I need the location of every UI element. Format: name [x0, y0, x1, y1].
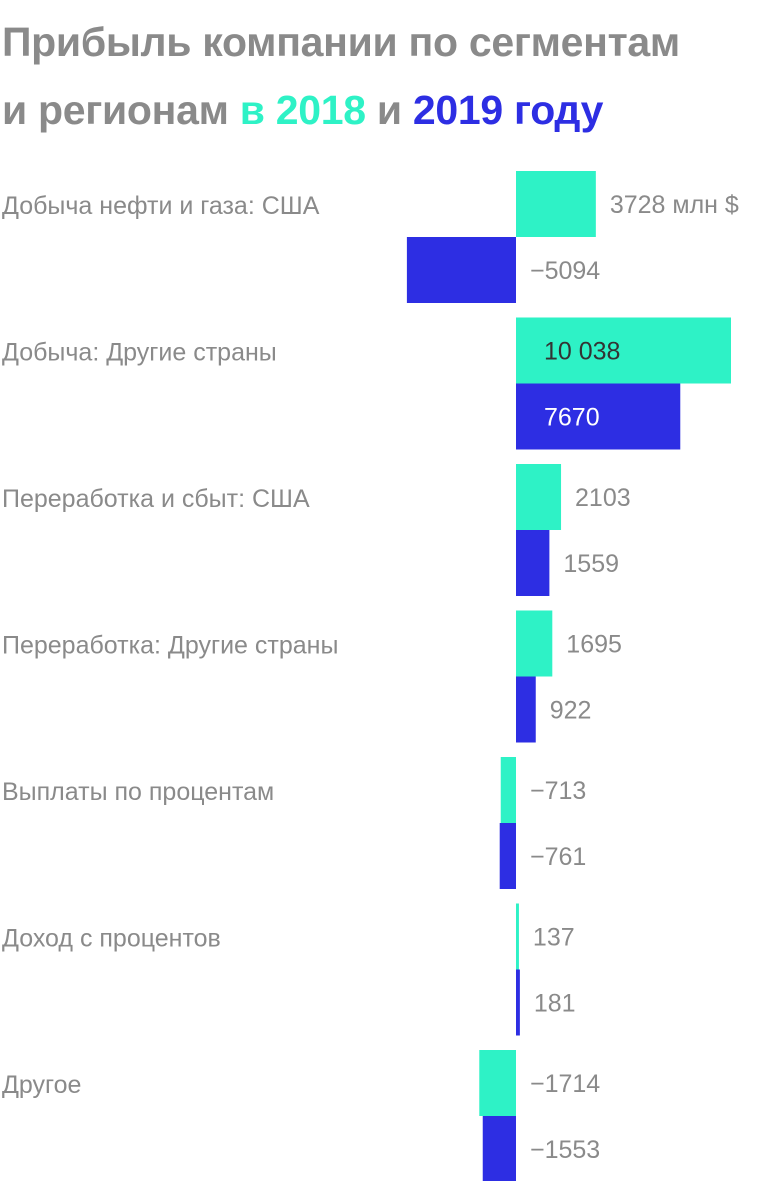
value-label: 10 038	[544, 338, 620, 366]
category-label: Переработка и сбыт: США	[2, 485, 310, 513]
bar-2019	[499, 823, 516, 889]
bar-2018	[516, 610, 553, 677]
title-line-1: Прибыль компании по сегментам	[2, 19, 680, 65]
bar-2019	[516, 383, 681, 450]
value-label: 1559	[563, 550, 619, 578]
bar-2019	[482, 1116, 516, 1181]
category-label: Доход с процентов	[2, 925, 221, 953]
title-year-2018: в 2018	[239, 87, 366, 133]
chart-title: Прибыль компании по сегментам и регионам…	[2, 8, 766, 144]
bar-2019	[516, 676, 536, 743]
bar-2018	[516, 464, 562, 530]
value-label: 7670	[544, 404, 600, 432]
bar-2018	[500, 757, 516, 823]
bar-2018	[479, 1050, 516, 1116]
value-label: 2103	[575, 484, 631, 512]
value-label: −713	[530, 777, 586, 805]
bar-2019	[516, 530, 550, 596]
title-line-2-start: и регионам	[2, 87, 240, 133]
bar-2018	[516, 171, 596, 237]
value-label: 1695	[566, 631, 622, 659]
category-label: Добыча нефти и газа: США	[2, 192, 320, 220]
value-label: 922	[550, 697, 592, 725]
value-label: −1553	[530, 1136, 600, 1164]
category-label: Другое	[2, 1071, 81, 1099]
title-year-2019: 2019 году	[412, 87, 604, 133]
category-label: Выплаты по процентам	[2, 778, 274, 806]
bar-2019	[516, 969, 520, 1036]
category-label: Переработка: Другие страны	[2, 632, 338, 660]
value-label: −761	[530, 843, 586, 871]
bar-2018	[516, 903, 519, 970]
value-label: −5094	[530, 257, 600, 285]
value-label: 3728 млн $	[610, 191, 739, 219]
bar-2018	[516, 317, 731, 384]
bar-2019	[406, 237, 516, 303]
value-label: −1714	[530, 1070, 600, 1098]
title-join: и	[365, 87, 413, 133]
category-label: Добыча: Другие страны	[2, 339, 277, 367]
value-label: 137	[533, 924, 575, 952]
value-label: 181	[534, 990, 576, 1018]
